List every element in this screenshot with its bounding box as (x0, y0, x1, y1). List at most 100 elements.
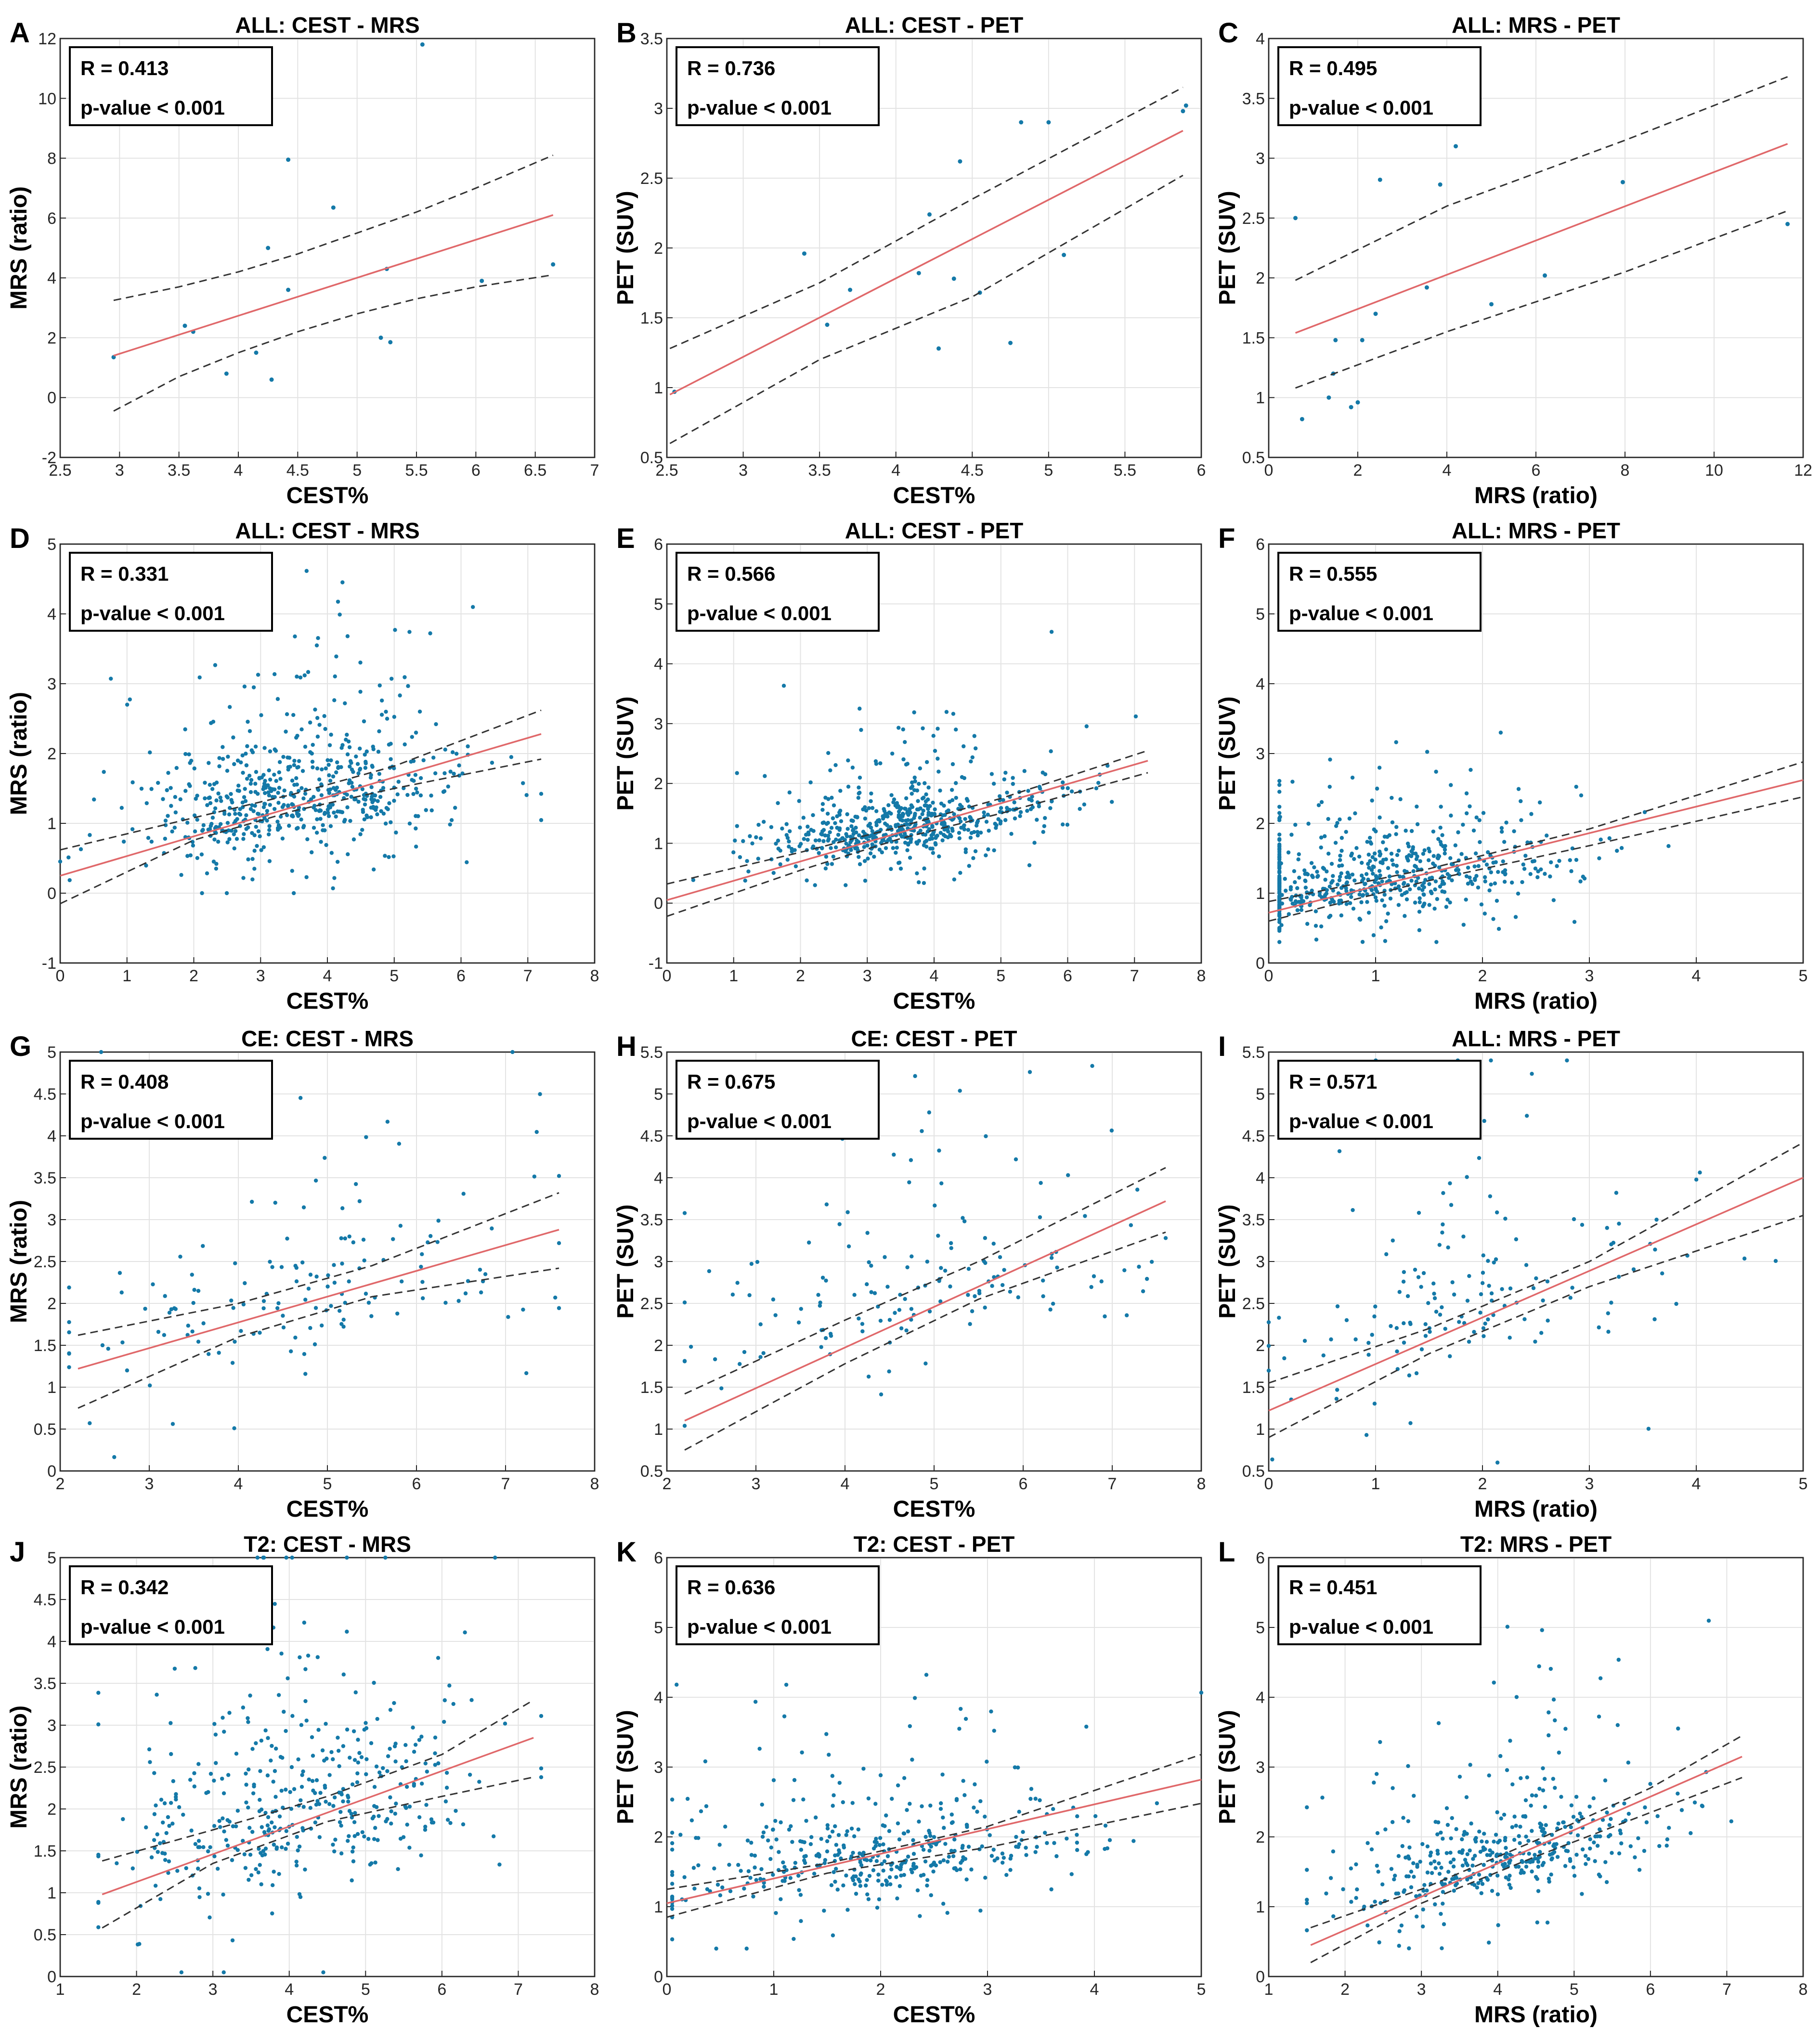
data-point (1439, 1865, 1443, 1870)
data-point (808, 780, 813, 785)
data-point (895, 1896, 899, 1901)
data-point (405, 1822, 409, 1827)
data-point (950, 818, 954, 822)
data-point (1041, 830, 1045, 834)
y-axis-label: MRS (ratio) (6, 1705, 32, 1829)
data-point (879, 1392, 884, 1397)
data-point (1502, 840, 1507, 844)
data-point (333, 1837, 338, 1842)
data-point (332, 1280, 337, 1285)
data-point (1603, 1860, 1608, 1864)
y-tick-label: 4 (1256, 1689, 1265, 1707)
data-point (1499, 1816, 1503, 1821)
data-point (170, 829, 174, 834)
data-point (355, 1780, 360, 1784)
data-point (682, 1300, 687, 1305)
data-point (222, 1829, 226, 1834)
data-point (358, 689, 363, 694)
data-point (872, 855, 876, 859)
data-point (403, 742, 407, 747)
data-point (510, 1050, 515, 1054)
data-point (745, 859, 749, 863)
data-point (1475, 1886, 1480, 1890)
data-point (1288, 897, 1293, 902)
y-tick-label: 0 (47, 1462, 56, 1481)
data-point (417, 1738, 422, 1742)
data-point (1470, 1863, 1475, 1868)
data-point (1597, 1325, 1601, 1330)
data-point (287, 755, 292, 760)
data-point (346, 1794, 350, 1798)
data-point (247, 1877, 251, 1882)
data-point (1005, 790, 1009, 795)
data-point (1335, 821, 1339, 825)
data-point (1339, 848, 1344, 853)
data-point (1465, 1877, 1469, 1882)
data-point (1277, 881, 1282, 885)
data-point (272, 672, 277, 676)
p-value-label: p-value < 0.001 (687, 1615, 832, 1638)
data-point (293, 634, 297, 639)
data-point (348, 764, 352, 769)
data-point (323, 727, 327, 731)
data-point (266, 246, 271, 250)
y-tick-label: 4.5 (1242, 1127, 1265, 1145)
axes-border (59, 1051, 596, 1472)
data-point (858, 1860, 862, 1864)
data-point (1027, 863, 1032, 868)
data-point (291, 891, 296, 896)
regression-line (684, 1200, 1166, 1422)
data-point (1441, 1222, 1445, 1227)
data-point (369, 815, 373, 819)
y-tick-label: 5 (1256, 1085, 1265, 1104)
data-point (670, 1897, 675, 1901)
data-point (327, 1773, 332, 1777)
data-point (774, 1911, 778, 1915)
panel-letter: D (10, 523, 30, 554)
data-point (962, 1219, 967, 1223)
data-point (163, 1851, 167, 1856)
data-point (497, 1862, 502, 1867)
data-point (882, 1859, 887, 1863)
data-point (421, 758, 426, 763)
data-point (1660, 1271, 1664, 1275)
data-point (1405, 1294, 1410, 1299)
data-point (446, 784, 450, 789)
data-point (1553, 1785, 1557, 1790)
x-tick-label: 7 (514, 1980, 523, 1999)
data-point (1509, 880, 1514, 885)
data-point (836, 1833, 841, 1837)
data-point (748, 834, 752, 838)
data-point (746, 869, 751, 874)
data-point (720, 1885, 725, 1890)
data-point (285, 712, 289, 716)
data-point (102, 769, 106, 774)
data-point (1380, 879, 1384, 884)
data-point (394, 830, 398, 835)
data-point (796, 1320, 801, 1325)
y-tick-label: 3 (1256, 150, 1265, 168)
data-point (670, 1847, 675, 1852)
data-point (1445, 897, 1450, 902)
data-point (457, 773, 462, 778)
data-point (784, 822, 789, 826)
data-point (825, 1849, 830, 1854)
data-point (864, 808, 869, 813)
y-tick-label: 1.5 (640, 1379, 663, 1397)
data-point (897, 1308, 902, 1312)
data-point (315, 766, 320, 771)
data-point (893, 1311, 897, 1315)
data-point (231, 1306, 235, 1310)
data-point (539, 1766, 544, 1770)
data-point (884, 813, 889, 817)
data-point (782, 1714, 787, 1718)
data-point (1492, 1260, 1496, 1265)
data-point (414, 730, 418, 735)
data-point (1442, 1922, 1446, 1926)
y-tick-label: 4 (654, 1169, 663, 1187)
data-point (247, 773, 252, 778)
stats-box (1277, 1565, 1482, 1645)
data-point (1700, 1804, 1705, 1808)
data-point (1478, 1310, 1482, 1315)
